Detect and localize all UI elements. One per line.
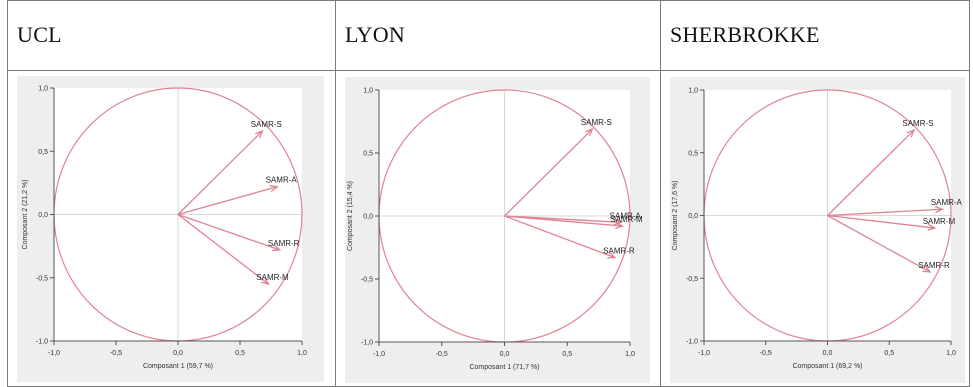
vector-arrowhead [254,129,264,139]
y-axis-label: Composant 2 (15,4 %) [347,181,354,251]
vector-label-samr-a: SAMR-A [610,211,642,220]
vector-line-samr-r [504,215,616,259]
x-axis-label: Composant 1 (71,7 %) [469,364,539,371]
vector-label-samr-r: SAMR-R [268,239,300,248]
vector-label-samr-s: SAMR-S [581,118,612,127]
x-tick-label: 1,0 [946,350,956,357]
vector-arrowhead [906,129,916,138]
vector-line-samr-a [827,208,943,217]
x-axis-label: Composant 1 (69,2 %) [792,363,862,370]
vector-label-samr-s: SAMR-S [902,119,933,128]
vector-line-samr-m [827,214,936,229]
y-tick-label: 1,0 [363,88,373,95]
vector-line-samr-s [504,128,593,217]
vector-line-samr-r [827,214,931,273]
plot-row: -1,0 -0,5 0,0 0,5 1,0 1,0 0,5 0,0 -0,5 -1,0 Compos… [7,70,970,387]
vector-arrowhead [615,221,625,230]
x-tick-label: 0,0 [823,350,833,357]
header-cell-sherbrokke: SHERBROKKE [660,0,970,71]
vector-arrowhead [613,218,623,226]
x-tick-label: -0,5 [436,351,448,358]
plot-cell-lyon: -1,0 -0,5 0,0 0,5 1,0 1,0 0,5 0,0 -0,5 -1,0 Compos… [335,70,661,387]
vector-arrowhead [260,277,270,286]
vector-arrowhead [927,223,937,231]
vector-arrowhead [269,185,279,192]
plot-cell-sherbrokke: -1,0 -0,5 0,0 0,5 1,0 1,0 0,5 0,0 -0,5 -1,0 Compos… [660,70,970,387]
vector-line-samr-m [504,215,623,227]
y-tick-label: 0,5 [363,151,373,158]
x-tick-label: 0,5 [884,350,894,357]
x-tick-label: -1,0 [698,350,710,357]
y-tick-label: -0,5 [36,275,48,282]
vector-arrowhead [585,127,594,137]
vector-line-samr-a [177,186,278,216]
y-tick-label: -1,0 [361,340,373,347]
x-tick-label: -1,0 [373,351,385,358]
header-label-lyon: LYON [345,22,406,47]
correlation-circle-ucl: -1,0 -0,5 0,0 0,5 1,0 1,0 0,5 0,0 -0,5 -1,0 Compos… [17,76,324,382]
vector-label-samr-m: SAMR-M [256,273,289,282]
vector-arrowhead [272,244,282,252]
vector-line-samr-s [827,129,915,216]
vector-line-samr-s [177,130,263,215]
vector-label-samr-r: SAMR-R [918,261,950,270]
vector-arrowhead [922,265,932,273]
header-label-ucl: UCL [17,22,62,47]
vector-line-samr-m [177,213,269,285]
x-axis-label: Composant 1 (59,7 %) [143,363,213,370]
vector-label-samr-a: SAMR-A [266,176,298,185]
y-tick-label: -1,0 [36,339,48,346]
vector-arrowhead [607,251,617,259]
y-tick-label: 1,0 [688,88,698,95]
x-tick-label: -1,0 [48,350,60,357]
vector-label-samr-m: SAMR-M [923,217,956,226]
vector-line-samr-r [177,213,280,251]
x-tick-label: 1,0 [625,351,635,358]
y-tick-label: -1,0 [686,339,698,346]
plot-cell-ucl: -1,0 -0,5 0,0 0,5 1,0 1,0 0,5 0,0 -0,5 -1,0 Compos… [7,70,336,387]
y-tick-label: 0,5 [38,149,48,156]
header-cell-ucl: UCL [7,0,336,71]
correlation-circle-lyon: -1,0 -0,5 0,0 0,5 1,0 1,0 0,5 0,0 -0,5 -1,0 Compos… [345,77,650,383]
vector-arrowhead [934,206,945,214]
x-tick-label: 0,5 [235,350,245,357]
y-axis-label: Composant 2 (17,6 %) [672,180,679,250]
y-tick-label: 0,0 [688,213,698,220]
vector-label-samr-m: SAMR-M [610,215,643,224]
header-row: UCL LYON SHERBROKKE [7,0,970,71]
y-tick-label: -0,5 [686,276,698,283]
header-cell-lyon: LYON [335,0,661,71]
y-axis-label: Composant 2 (21,2 %) [22,179,29,249]
y-tick-label: 0,0 [38,212,48,219]
correlation-circle-sherbrokke: -1,0 -0,5 0,0 0,5 1,0 1,0 0,5 0,0 -0,5 -1,0 Compos… [670,77,965,383]
vector-label-samr-a: SAMR-A [931,198,963,207]
comparison-table: UCL LYON SHERBROKKE -1,0 -0,5 0,0 0,5 1,0 1,0… [7,0,970,387]
x-tick-label: -0,5 [110,350,122,357]
x-tick-label: 0,5 [562,351,572,358]
x-tick-label: 0,0 [173,350,183,357]
vector-label-samr-r: SAMR-R [603,247,635,256]
y-tick-label: 0,5 [688,150,698,157]
header-label-sherbrokke: SHERBROKKE [670,22,820,47]
x-tick-label: -0,5 [760,350,772,357]
vector-label-samr-s: SAMR-S [251,120,282,129]
y-tick-label: 0,0 [363,214,373,221]
y-tick-label: -0,5 [361,277,373,284]
x-tick-label: 1,0 [297,350,307,357]
x-tick-label: 0,0 [500,351,510,358]
y-tick-label: 1,0 [38,86,48,93]
